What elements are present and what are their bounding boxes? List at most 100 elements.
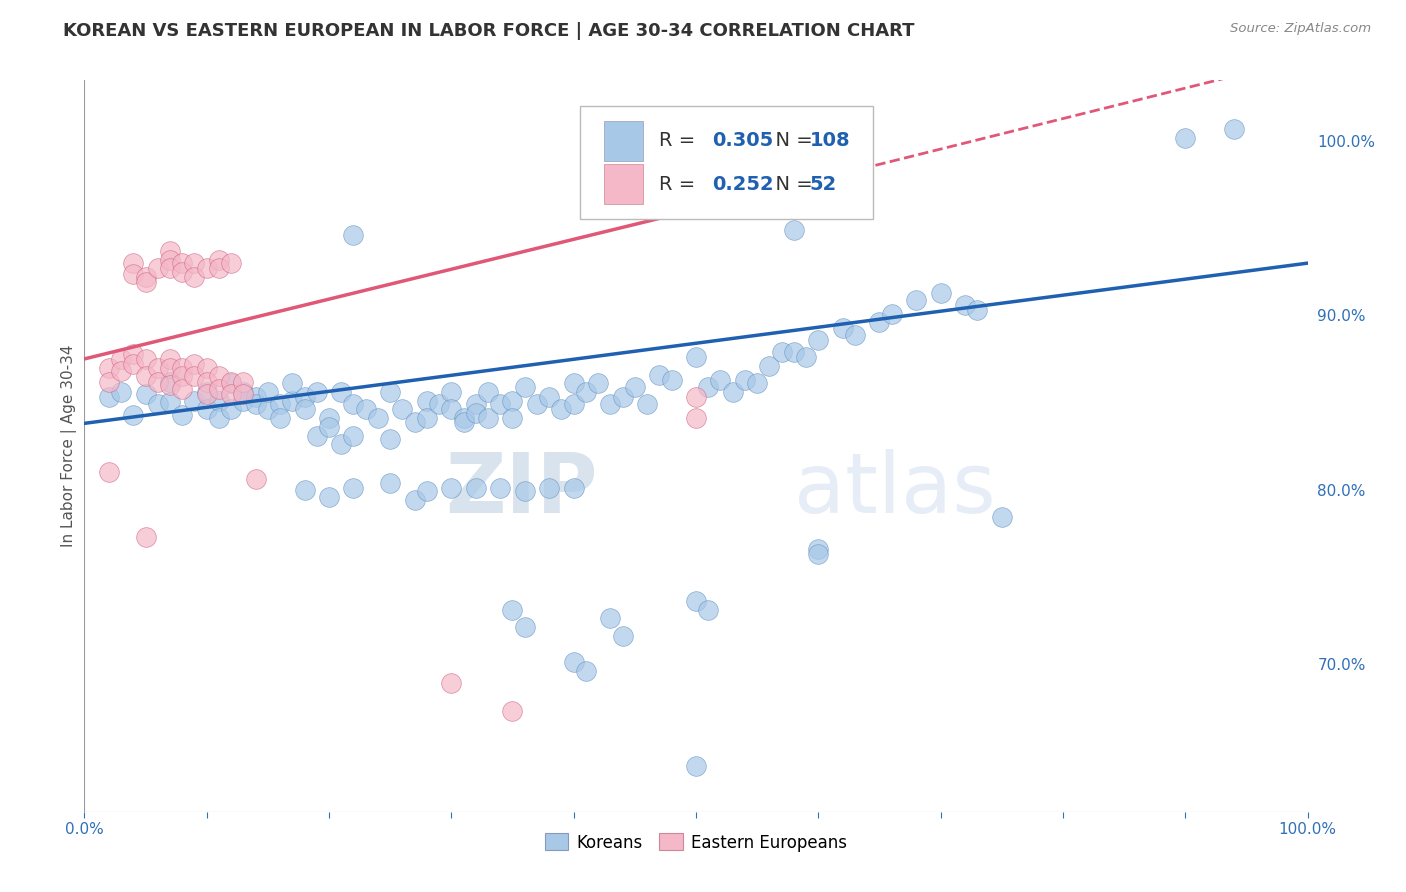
Point: [391, 402, 413, 417]
Point: [575, 664, 598, 678]
Point: [219, 402, 242, 417]
Point: [135, 386, 157, 401]
Point: [208, 411, 231, 425]
Point: [1174, 130, 1197, 145]
Y-axis label: In Labor Force | Age 30-34: In Labor Force | Age 30-34: [62, 344, 77, 548]
Point: [318, 490, 340, 504]
Point: [172, 265, 194, 279]
Point: [294, 402, 316, 417]
Legend: Koreans, Eastern Europeans: Koreans, Eastern Europeans: [538, 827, 853, 858]
Point: [489, 481, 512, 495]
Text: atlas: atlas: [794, 450, 995, 531]
Point: [464, 481, 486, 495]
Point: [159, 244, 181, 258]
Point: [219, 375, 242, 389]
Text: KOREAN VS EASTERN EUROPEAN IN LABOR FORCE | AGE 30-34 CORRELATION CHART: KOREAN VS EASTERN EUROPEAN IN LABOR FORC…: [63, 22, 915, 40]
Point: [562, 481, 585, 495]
Point: [159, 252, 181, 267]
Point: [747, 376, 769, 391]
Point: [612, 629, 634, 643]
Point: [159, 378, 181, 392]
Point: [122, 357, 145, 371]
Point: [869, 315, 891, 329]
Point: [477, 411, 499, 425]
Point: [685, 390, 707, 404]
Text: 0.252: 0.252: [711, 175, 773, 194]
Point: [159, 261, 181, 276]
Point: [342, 428, 364, 442]
Point: [245, 472, 267, 486]
Point: [269, 411, 291, 425]
Point: [685, 759, 707, 773]
Point: [232, 375, 254, 389]
Point: [599, 397, 621, 411]
Point: [502, 704, 524, 718]
Point: [991, 510, 1014, 524]
Point: [195, 384, 218, 399]
Point: [648, 368, 671, 382]
Point: [783, 148, 806, 162]
Point: [538, 481, 561, 495]
Point: [172, 369, 194, 384]
Point: [550, 402, 572, 417]
Point: [562, 655, 585, 669]
Point: [294, 483, 316, 497]
Point: [502, 603, 524, 617]
Point: [195, 386, 218, 401]
FancyBboxPatch shape: [605, 164, 644, 204]
Point: [380, 384, 402, 399]
Point: [122, 347, 145, 361]
Point: [330, 437, 353, 451]
Point: [721, 384, 744, 399]
Point: [269, 397, 291, 411]
Text: R =: R =: [659, 131, 702, 151]
Point: [122, 408, 145, 422]
Point: [464, 406, 486, 420]
Point: [342, 481, 364, 495]
Point: [526, 397, 548, 411]
Point: [953, 298, 976, 312]
Point: [453, 411, 475, 425]
Point: [172, 382, 194, 396]
Point: [146, 397, 169, 411]
Point: [318, 411, 340, 425]
Point: [159, 375, 181, 389]
Point: [195, 360, 218, 375]
Point: [502, 393, 524, 408]
Point: [294, 390, 316, 404]
Point: [575, 384, 598, 399]
Point: [697, 380, 720, 394]
Point: [367, 411, 389, 425]
Point: [440, 676, 463, 690]
Point: [464, 397, 486, 411]
Point: [135, 351, 157, 366]
Point: [305, 428, 328, 442]
Point: [135, 369, 157, 384]
Text: 108: 108: [810, 131, 851, 151]
Point: [208, 382, 231, 396]
Point: [404, 493, 426, 508]
Point: [318, 420, 340, 434]
Point: [122, 267, 145, 281]
Point: [661, 373, 683, 387]
Point: [697, 603, 720, 617]
Point: [477, 384, 499, 399]
Point: [599, 611, 621, 625]
Point: [342, 397, 364, 411]
Point: [807, 547, 830, 561]
Point: [636, 397, 658, 411]
Point: [97, 390, 120, 404]
Point: [416, 393, 439, 408]
Text: N =: N =: [763, 131, 820, 151]
Point: [905, 293, 928, 307]
Point: [195, 261, 218, 276]
Text: Source: ZipAtlas.com: Source: ZipAtlas.com: [1230, 22, 1371, 36]
Point: [734, 373, 756, 387]
Point: [146, 360, 169, 375]
Point: [135, 275, 157, 289]
Point: [110, 364, 132, 378]
Point: [794, 350, 817, 364]
Point: [159, 395, 181, 409]
Point: [183, 369, 205, 384]
Point: [783, 223, 806, 237]
